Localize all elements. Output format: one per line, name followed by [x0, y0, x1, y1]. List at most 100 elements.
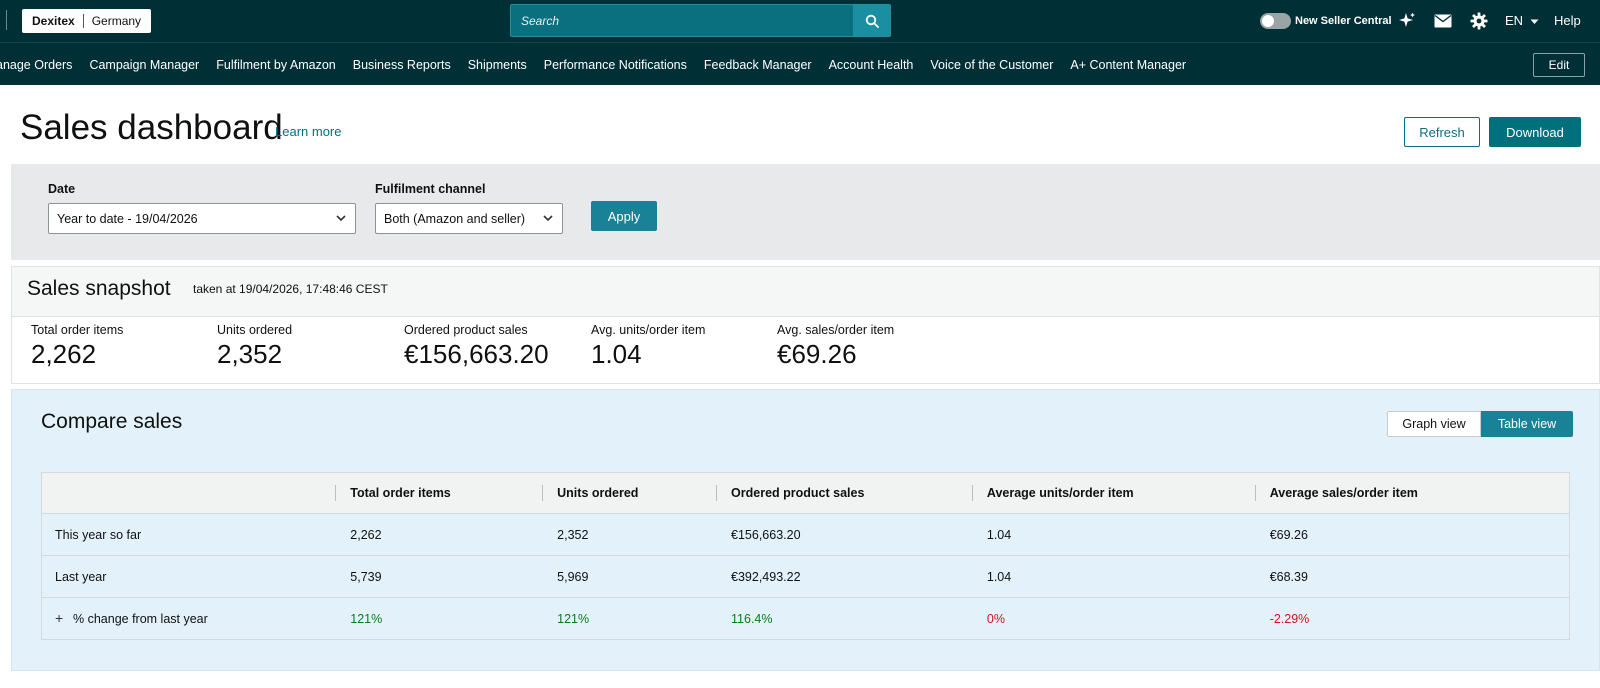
table-row: Last year 5,739 5,969 €392,493.22 1.04 €… — [41, 555, 1570, 598]
column-header-label: Total order items — [350, 486, 451, 500]
compare-title: Compare sales — [41, 410, 183, 433]
graph-view-button[interactable]: Graph view — [1387, 411, 1481, 437]
new-seller-central-toggle[interactable] — [1260, 13, 1291, 29]
new-seller-central-label: New Seller Central — [1295, 15, 1392, 27]
metric-ordered-product-sales: Ordered product sales €156,663.20 — [404, 323, 549, 370]
nav-item-performance-notifications[interactable]: Performance Notifications — [543, 57, 687, 72]
column-divider — [1254, 485, 1256, 501]
compare-table: Total order items Units ordered Ordered … — [41, 472, 1570, 640]
search-button[interactable] — [853, 5, 890, 36]
column-header-label: Average sales/order item — [1269, 486, 1418, 500]
metric-label: Total order items — [31, 323, 124, 337]
metric-units-ordered: Units ordered 2,352 — [217, 323, 292, 370]
language-label: EN — [1505, 13, 1524, 28]
refresh-button[interactable]: Refresh — [1404, 117, 1480, 147]
table-cell: 1.04 — [971, 555, 1255, 598]
table-row: This year so far 2,262 2,352 €156,663.20… — [41, 513, 1570, 556]
expand-plus-icon[interactable]: + — [55, 609, 64, 626]
column-header[interactable]: Average sales/order item — [1254, 472, 1570, 514]
apply-button[interactable]: Apply — [591, 201, 657, 231]
snapshot-header: Sales snapshot taken at 19/04/2026, 17:4… — [12, 267, 1599, 317]
column-header[interactable]: Average units/order item — [971, 472, 1255, 514]
date-label: Date — [48, 182, 76, 196]
edit-nav-button[interactable]: Edit — [1533, 53, 1585, 77]
search-icon — [865, 14, 879, 28]
gear-icon[interactable] — [1468, 10, 1490, 32]
channel-select-value: Both (Amazon and seller) — [384, 211, 526, 226]
table-cell: €392,493.22 — [716, 555, 972, 598]
table-row: + % change from last year 121% 121% 116.4… — [41, 597, 1570, 640]
nav-item-fulfilment-by-amazon[interactable]: Fulfilment by Amazon — [216, 57, 336, 72]
column-divider — [335, 485, 337, 501]
compare-sales: Compare sales Graph view Table view Tota… — [11, 389, 1600, 671]
nav-item-voice-of-the-customer[interactable]: Voice of the Customer — [930, 57, 1054, 72]
column-divider — [716, 485, 718, 501]
row-label: Last year — [41, 555, 336, 598]
table-cell: 121% — [542, 597, 717, 640]
metric-value: €69.26 — [777, 339, 857, 369]
column-header-label — [41, 472, 336, 514]
metric-avg-units-per-order-item: Avg. units/order item 1.04 — [591, 323, 705, 370]
store-divider — [82, 14, 84, 28]
metric-value: €156,663.20 — [404, 339, 549, 369]
table-cell: €69.26 — [1254, 513, 1570, 556]
column-divider — [971, 485, 973, 501]
table-cell: 2,262 — [335, 513, 543, 556]
caret-down-icon — [1530, 19, 1539, 24]
column-header[interactable]: Total order items — [335, 472, 543, 514]
language-selector[interactable]: EN — [1505, 13, 1539, 28]
topbar-divider — [6, 10, 7, 30]
sales-snapshot: Sales snapshot taken at 19/04/2026, 17:4… — [11, 266, 1600, 384]
column-header[interactable]: Units ordered — [542, 472, 717, 514]
table-cell: €156,663.20 — [716, 513, 972, 556]
nav-item-shipments[interactable]: Shipments — [467, 57, 527, 72]
search-input[interactable]: Search — [521, 14, 560, 28]
metric-label: Units ordered — [217, 323, 293, 337]
row-label: This year so far — [41, 513, 336, 556]
table-cell: 5,739 — [335, 555, 543, 598]
top-bar: Dexitex Germany Search New Seller Centra… — [0, 0, 1600, 42]
table-header-row: Total order items Units ordered Ordered … — [41, 472, 1570, 514]
table-cell: 121% — [335, 597, 543, 640]
metric-value: 2,352 — [217, 339, 283, 369]
table-cell: 116.4% — [716, 597, 972, 640]
channel-select[interactable]: Both (Amazon and seller) — [375, 203, 563, 234]
column-header-label: Ordered product sales — [731, 486, 865, 500]
nav-items: anage Orders Campaign Manager Fulfilment… — [0, 43, 1203, 86]
view-toggle: Graph view Table view — [1387, 411, 1573, 437]
metric-label: Avg. units/order item — [591, 323, 706, 337]
nav-item-account-health[interactable]: Account Health — [828, 57, 914, 72]
nav-item-manage-orders[interactable]: anage Orders — [0, 57, 73, 72]
table-cell: 2,352 — [542, 513, 717, 556]
store-region: Germany — [91, 14, 142, 28]
nav-item-business-reports[interactable]: Business Reports — [352, 57, 451, 72]
row-label-cell: + % change from last year — [41, 597, 336, 640]
date-select-value: Year to date - 19/04/2026 — [57, 211, 198, 226]
metric-avg-sales-per-order-item: Avg. sales/order item €69.26 — [777, 323, 894, 370]
help-link[interactable]: Help — [1554, 13, 1581, 28]
sparkle-icon[interactable] — [1396, 10, 1418, 32]
learn-more-link[interactable]: Learn more — [275, 124, 342, 139]
table-view-button[interactable]: Table view — [1481, 411, 1573, 437]
download-button[interactable]: Download — [1489, 117, 1581, 147]
nav-item-feedback-manager[interactable]: Feedback Manager — [703, 57, 812, 72]
date-select[interactable]: Year to date - 19/04/2026 — [48, 203, 356, 234]
store-selector[interactable]: Dexitex Germany — [22, 9, 152, 33]
mail-icon[interactable] — [1432, 10, 1454, 32]
nav-item-a-plus-content-manager[interactable]: A+ Content Manager — [1070, 57, 1187, 72]
table-cell: 0% — [971, 597, 1255, 640]
store-brand: Dexitex — [32, 14, 75, 28]
snapshot-title: Sales snapshot — [27, 277, 171, 300]
row-label: % change from last year — [73, 611, 208, 626]
chevron-down-icon — [543, 215, 553, 222]
chevron-down-icon — [336, 215, 346, 222]
search-bar[interactable]: Search — [510, 4, 891, 37]
column-header-label: Average units/order item — [986, 486, 1134, 500]
nav-item-campaign-manager[interactable]: Campaign Manager — [89, 57, 200, 72]
metric-total-order-items: Total order items 2,262 — [31, 323, 123, 370]
table-cell: 1.04 — [971, 513, 1255, 556]
table-cell: 5,969 — [542, 555, 717, 598]
metric-value: 2,262 — [31, 339, 97, 369]
column-header[interactable]: Ordered product sales — [716, 472, 972, 514]
metric-label: Avg. sales/order item — [777, 323, 895, 337]
